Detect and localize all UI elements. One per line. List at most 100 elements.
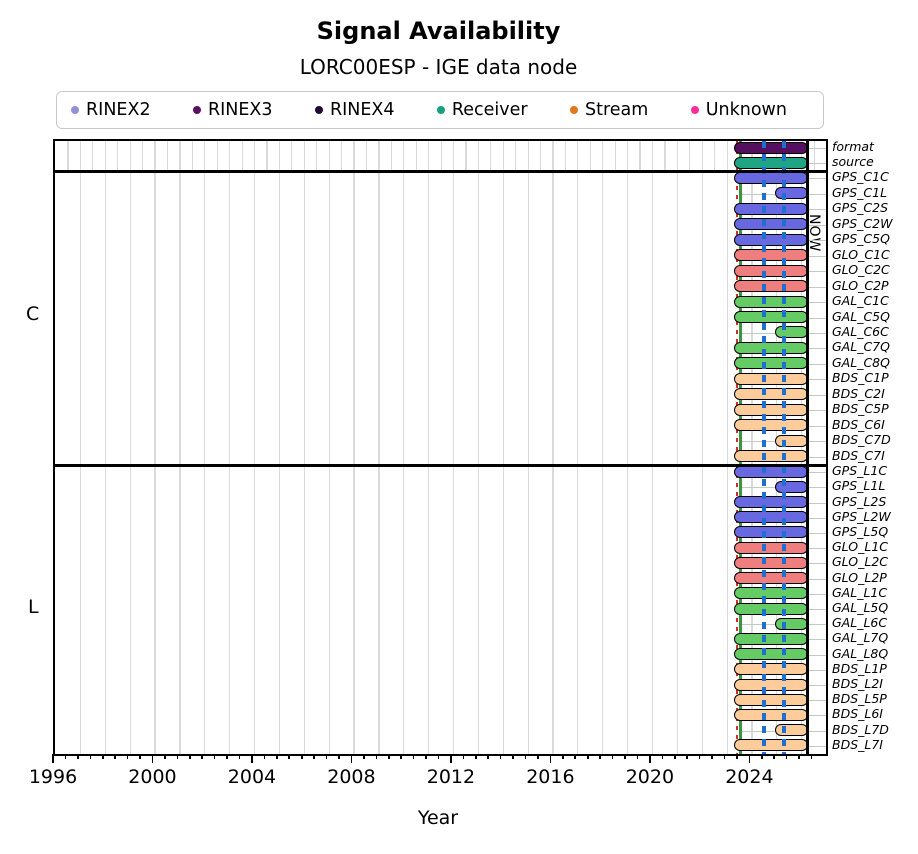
gridline-header bbox=[266, 141, 268, 171]
gridline-year-2010 bbox=[403, 171, 405, 754]
x-minor-tick bbox=[586, 754, 589, 759]
row-label-GLO_C2P: GLO_C2P bbox=[832, 277, 889, 293]
x-tick-label-2024: 2024 bbox=[725, 766, 774, 788]
legend: RINEX2 RINEX3 RINEX4 Receiver Stream Unknown bbox=[56, 91, 824, 129]
row-label-BDS_L1P: BDS_L1P bbox=[832, 660, 887, 676]
gridline-header bbox=[179, 141, 181, 171]
gridline-year-2006 bbox=[303, 171, 305, 754]
row-label-GPS_L2S: GPS_L2S bbox=[832, 493, 887, 509]
gridline-header bbox=[241, 141, 243, 171]
gridline-year-2009 bbox=[378, 171, 380, 754]
row-label-GPS_L5Q: GPS_L5Q bbox=[832, 523, 889, 539]
gridline-header bbox=[216, 141, 218, 171]
availability-bar-GLO_L2P bbox=[733, 572, 809, 585]
x-minor-tick bbox=[798, 754, 800, 759]
x-major-tick-1996 bbox=[52, 754, 54, 763]
availability-bar-BDS_L7D bbox=[775, 724, 809, 737]
gridline-header bbox=[651, 141, 654, 171]
row-label-GAL_L5Q: GAL_L5Q bbox=[832, 600, 889, 615]
gridline-year-1999 bbox=[129, 171, 131, 754]
gridline-header bbox=[627, 141, 629, 171]
gridline-header bbox=[539, 141, 542, 171]
gridline-header bbox=[564, 141, 567, 171]
gridline-header bbox=[341, 141, 343, 171]
x-minor-tick bbox=[188, 754, 191, 759]
gridline-year-1997 bbox=[79, 171, 82, 754]
x-major-tick-2020 bbox=[649, 754, 651, 763]
gridline-header bbox=[452, 141, 455, 171]
x-minor-tick bbox=[300, 754, 303, 759]
x-minor-tick bbox=[363, 754, 365, 759]
x-minor-tick bbox=[412, 754, 415, 759]
legend-label-rinex4: RINEX4 bbox=[329, 100, 395, 120]
separator-header bbox=[55, 169, 826, 173]
gridline-year-2017 bbox=[577, 171, 579, 754]
row-label-BDS_C5P: BDS_C5P bbox=[832, 401, 889, 417]
gridline-header bbox=[403, 141, 405, 171]
now-label: NOW bbox=[806, 214, 822, 253]
gridline-header bbox=[204, 141, 206, 171]
legend-label-rinex3: RINEX3 bbox=[207, 100, 273, 120]
gridline-header bbox=[117, 141, 119, 171]
legend-item-receiver: Receiver bbox=[436, 100, 528, 120]
x-minor-tick bbox=[475, 754, 477, 759]
availability-bar-GAL_C8Q bbox=[733, 357, 809, 370]
availability-bar-BDS_L5P bbox=[733, 693, 809, 706]
x-minor-tick bbox=[512, 754, 514, 759]
availability-bar-GLO_C1C bbox=[733, 249, 809, 262]
gridline-header bbox=[639, 141, 641, 171]
x-axis-title: Year bbox=[417, 807, 459, 829]
row-label-GAL_C7Q: GAL_C7Q bbox=[832, 339, 890, 355]
row-label-GLO_C1C: GLO_C1C bbox=[832, 246, 890, 262]
gridline-header bbox=[142, 141, 144, 171]
row-label-BDS_L5P: BDS_L5P bbox=[832, 691, 887, 707]
gridline-header bbox=[378, 141, 380, 171]
now-line bbox=[806, 141, 809, 754]
x-minor-tick bbox=[276, 754, 278, 759]
gridline-year-2018 bbox=[602, 171, 604, 754]
availability-bar-BDS_C6I bbox=[733, 419, 809, 432]
row-label-BDS_L7I: BDS_L7I bbox=[832, 736, 883, 752]
x-minor-tick bbox=[723, 754, 726, 759]
x-minor-tick bbox=[462, 754, 465, 759]
group-label-c: C bbox=[26, 303, 40, 325]
row-label-GPS_C1L: GPS_C1L bbox=[832, 184, 888, 200]
gridline-header bbox=[714, 141, 716, 171]
x-minor-tick bbox=[238, 754, 241, 759]
x-minor-tick bbox=[176, 754, 179, 759]
availability-bar-GLO_C2C bbox=[733, 264, 809, 277]
x-tick-label-1996: 1996 bbox=[28, 766, 78, 788]
gridline-year-2011 bbox=[428, 171, 430, 754]
legend-item-unknown: Unknown bbox=[690, 100, 787, 120]
legend-swatch-rinex4 bbox=[314, 106, 323, 114]
gridline-year-2007 bbox=[328, 171, 330, 754]
availability-bar-GLO_C2P bbox=[733, 280, 809, 293]
gridline-year-2001 bbox=[179, 171, 181, 754]
row-label-GPS_C2W: GPS_C2W bbox=[832, 215, 893, 231]
availability-bar-format bbox=[733, 141, 809, 154]
x-minor-tick bbox=[673, 754, 676, 759]
x-minor-tick bbox=[338, 754, 340, 759]
availability-bar-GAL_L5Q bbox=[733, 602, 809, 615]
x-minor-tick bbox=[226, 754, 228, 759]
gridline-year-1998 bbox=[104, 171, 106, 754]
legend-label-receiver: Receiver bbox=[451, 100, 528, 120]
x-minor-tick bbox=[624, 754, 626, 759]
x-minor-tick bbox=[599, 754, 601, 759]
availability-bar-GAL_L1C bbox=[733, 587, 809, 600]
row-label-BDS_C2I: BDS_C2I bbox=[832, 385, 885, 401]
x-minor-tick bbox=[562, 754, 564, 759]
gridline-year-2003 bbox=[229, 171, 231, 754]
x-minor-tick bbox=[736, 754, 738, 759]
availability-bar-BDS_L6I bbox=[733, 708, 809, 721]
availability-bar-GAL_C5Q bbox=[733, 311, 809, 323]
gridline-year-2013 bbox=[477, 171, 479, 754]
gridline-header bbox=[79, 141, 82, 171]
x-minor-tick bbox=[288, 754, 291, 759]
gridline-header bbox=[166, 141, 169, 171]
group-label-l: L bbox=[28, 596, 39, 618]
x-tick-label-2016: 2016 bbox=[526, 766, 575, 788]
availability-bar-GLO_L1C bbox=[733, 541, 809, 554]
gridline-header bbox=[278, 141, 281, 171]
x-minor-tick bbox=[487, 754, 490, 759]
